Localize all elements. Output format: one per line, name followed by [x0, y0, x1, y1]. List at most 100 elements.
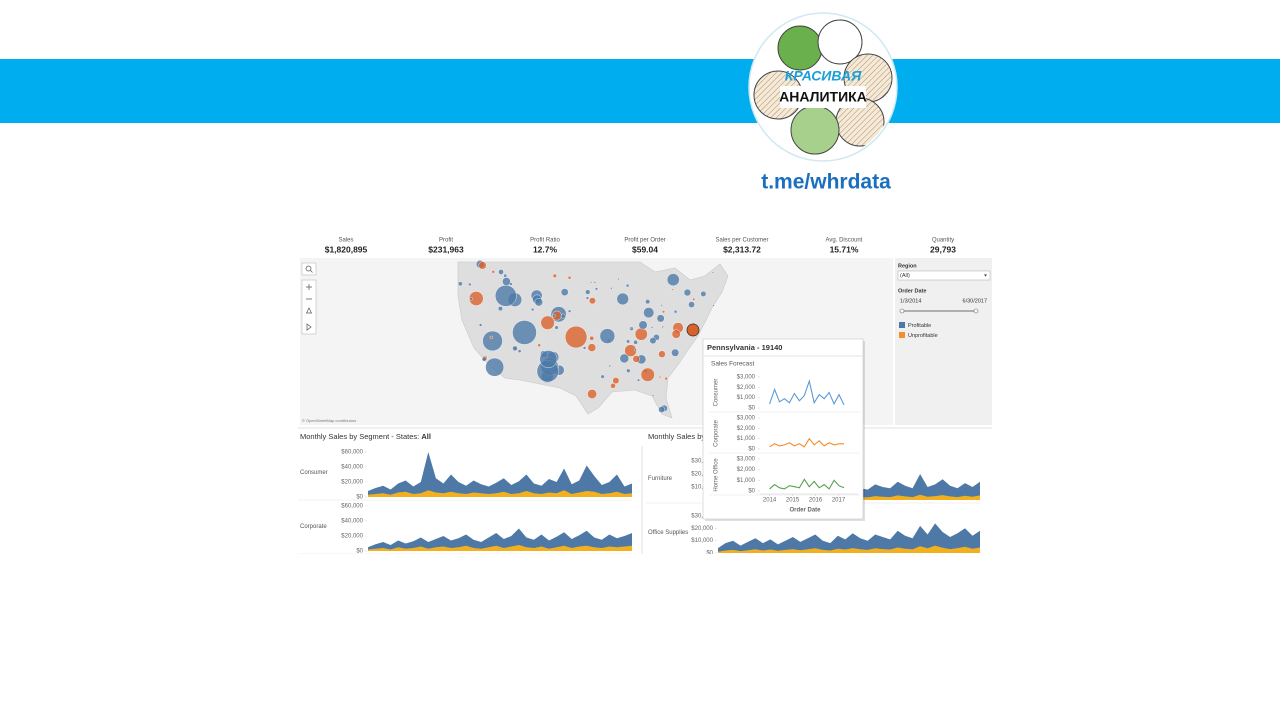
map-bubble: [617, 277, 620, 281]
y-tick-label: $0: [356, 495, 363, 501]
map-bubble: [485, 357, 504, 377]
kpi-value: 12.7%: [533, 244, 558, 254]
legend-swatch: [899, 322, 905, 328]
map-bubble: [643, 307, 655, 319]
y-tick-label: $3,000: [737, 375, 756, 381]
map-bubble: [502, 277, 511, 286]
area: [368, 528, 632, 551]
y-tick-label: $30,000: [691, 514, 713, 520]
map-bubble: [656, 314, 665, 323]
tooltip: Pennsylvania - 19140 Sales Forecast Cons…: [702, 338, 865, 521]
map-bubble: [625, 283, 630, 288]
y-tick-label: $0: [706, 551, 713, 557]
legend-label: Profitable: [908, 323, 931, 329]
map-bubble: [666, 273, 680, 287]
map-bubble-selected[interactable]: [686, 323, 700, 337]
filter-panel: Region (All) Order Date 1/3/2014 6/30/20…: [895, 258, 992, 425]
map-bubble: [482, 330, 503, 352]
kpi-label: Sales: [338, 238, 353, 244]
y-tick-label: $2,000: [737, 467, 756, 473]
y-tick-label: $0: [748, 447, 755, 453]
map-bubble: [539, 350, 558, 368]
y-tick-label: $0: [748, 406, 755, 412]
kpi-row: Sales$1,820,895 Profit$231,963 Profit Rati…: [325, 238, 957, 255]
channel-link[interactable]: t.me/whrdata: [761, 171, 891, 194]
map-bubble: [692, 297, 696, 301]
header-band: [0, 59, 1280, 123]
map-bubble: [594, 287, 598, 291]
y-tick-label: $2,000: [737, 426, 756, 432]
logo: КРАСИВАЯ АНАЛИТИКА: [748, 12, 898, 162]
map-bubble: [711, 271, 715, 274]
kpi-label: Sales per Customer: [715, 238, 768, 244]
legend-swatch: [899, 332, 905, 338]
map-bubble: [599, 328, 616, 344]
kpi-value: 29,793: [930, 244, 956, 254]
slider-handle[interactable]: [973, 308, 979, 314]
map-bubble: [491, 270, 495, 274]
kpi-value: 15.71%: [830, 244, 859, 254]
kpi-label: Quantity: [932, 238, 954, 244]
region-label: Region: [898, 263, 917, 269]
map-bubble: [564, 325, 588, 349]
legend-label: Unprofitable: [908, 333, 938, 339]
map-bubble: [517, 349, 522, 353]
kpi-label: Profit Ratio: [530, 238, 560, 244]
map-bubble: [634, 327, 648, 341]
map-bubble: [640, 367, 655, 382]
category-title: Monthly Sales by: [648, 432, 705, 441]
y-tick-label: $60,000: [341, 504, 363, 510]
map-bubble: [645, 299, 651, 305]
map-bubble: [671, 329, 681, 339]
kpi-value: $231,963: [428, 244, 464, 254]
map-bubble: [498, 269, 504, 275]
map-bubble: [489, 335, 494, 340]
date-start: 1/3/2014: [900, 298, 921, 304]
map-bubble: [632, 355, 640, 363]
map-bubble: [634, 348, 637, 352]
row-label: Corporate: [300, 524, 327, 530]
y-tick-label: $30,000: [691, 459, 713, 465]
map-bubble: [651, 326, 654, 329]
map-bubble: [610, 287, 613, 290]
map-bubble: [660, 304, 663, 307]
line-series: [769, 379, 845, 406]
y-tick-label: $1,000: [737, 436, 756, 442]
tooltip-row-label: Consumer: [714, 379, 720, 407]
map-bubble: [537, 343, 541, 347]
map-bubble: [593, 281, 596, 284]
map-bubble: [552, 273, 557, 278]
map-bubble: [658, 406, 665, 413]
map-controls[interactable]: [301, 262, 317, 335]
map-bubble: [671, 288, 674, 291]
map-bubble: [664, 376, 668, 381]
map-bubble: [661, 325, 664, 329]
x-axis-label: Order Date: [789, 508, 821, 514]
map-bubble: [649, 337, 657, 345]
segment-title-bold: All: [421, 432, 431, 441]
map-bubble: [478, 261, 487, 270]
row-label: Furniture: [648, 476, 673, 482]
map-bubble: [624, 344, 637, 357]
x-tick-label: 2017: [832, 498, 846, 504]
map-bubble: [688, 301, 695, 308]
map-bubble: [638, 320, 648, 330]
y-tick-label: $20,000: [691, 472, 713, 478]
region-dropdown[interactable]: [897, 270, 991, 281]
map-bubble: [629, 327, 632, 330]
map-bubble: [608, 364, 612, 368]
map-bubble: [512, 320, 537, 345]
slider-handle[interactable]: [899, 308, 905, 314]
map-bubble: [658, 350, 666, 358]
map-credit: © OpenStreetMap contributors: [302, 418, 356, 423]
y-tick-label: $3,000: [737, 416, 756, 422]
kpi-label: Profit per Order: [624, 238, 665, 244]
y-tick-label: $0: [356, 549, 363, 555]
tooltip-subtitle: Sales Forecast: [711, 361, 755, 368]
map-bubble: [468, 291, 484, 306]
map-bubble: [531, 307, 535, 312]
map-bubble: [497, 306, 503, 312]
map-bubble: [662, 310, 666, 314]
region-value[interactable]: (All): [900, 273, 910, 279]
